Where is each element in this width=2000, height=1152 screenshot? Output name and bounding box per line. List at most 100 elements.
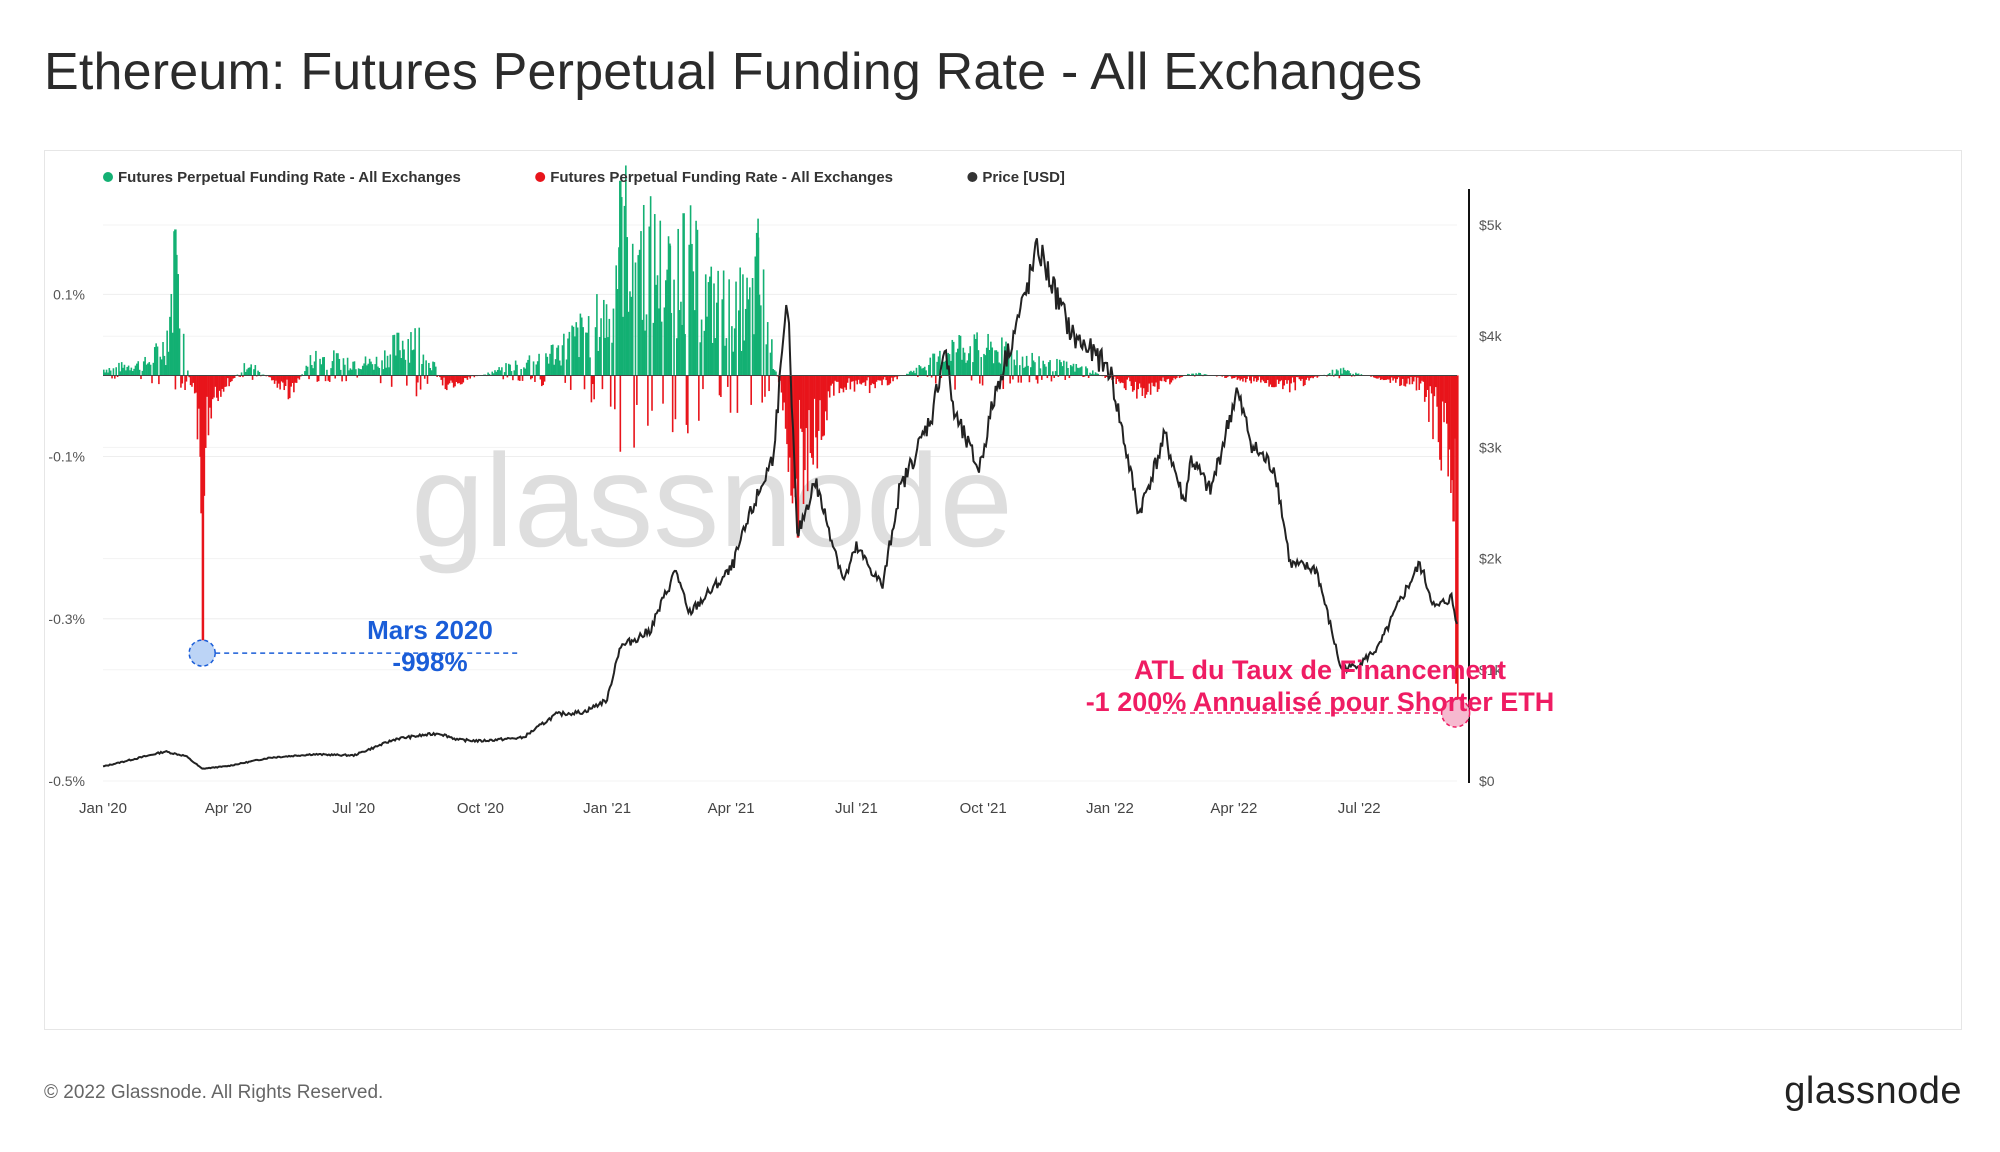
funding-bar xyxy=(308,375,310,380)
funding-bar xyxy=(618,247,620,376)
funding-bar xyxy=(419,375,422,390)
funding-bar xyxy=(740,350,743,376)
funding-bar xyxy=(892,375,894,382)
funding-bar xyxy=(191,375,193,387)
funding-bar xyxy=(695,220,697,376)
funding-bar xyxy=(291,375,294,383)
funding-bar xyxy=(312,368,314,376)
funding-bar xyxy=(103,369,105,376)
funding-bar xyxy=(732,351,735,376)
funding-bar xyxy=(203,375,206,496)
funding-bar xyxy=(626,237,629,376)
funding-bar xyxy=(243,363,246,376)
funding-bar xyxy=(178,328,181,376)
funding-bar xyxy=(929,357,932,376)
funding-rate-bars xyxy=(103,165,1459,714)
funding-bar xyxy=(582,327,584,376)
funding-bar xyxy=(1091,370,1094,376)
funding-bar xyxy=(750,375,752,405)
funding-spike-bar xyxy=(619,180,622,376)
funding-bar xyxy=(1377,375,1379,379)
funding-bar xyxy=(773,370,776,376)
funding-bar xyxy=(463,375,466,379)
funding-bar xyxy=(155,343,157,376)
funding-bar xyxy=(827,375,830,392)
funding-bar xyxy=(714,338,717,376)
funding-bar xyxy=(696,229,699,376)
funding-bar xyxy=(222,375,225,392)
funding-bar xyxy=(671,375,674,433)
funding-bar xyxy=(454,375,456,387)
funding-bar xyxy=(1083,375,1086,377)
funding-bar xyxy=(543,375,546,382)
funding-bar xyxy=(283,375,286,391)
funding-bar xyxy=(1149,375,1152,395)
funding-bar xyxy=(1009,375,1011,384)
funding-bar xyxy=(1450,375,1452,493)
funding-bar xyxy=(218,375,221,391)
funding-bar xyxy=(298,375,301,380)
funding-bar xyxy=(933,353,936,376)
funding-bar xyxy=(932,353,934,376)
funding-bar xyxy=(590,375,593,403)
funding-bar xyxy=(1441,375,1444,402)
funding-bar xyxy=(1355,372,1357,376)
funding-bar xyxy=(1349,373,1352,376)
funding-bar xyxy=(153,347,156,376)
funding-bar xyxy=(468,375,470,377)
funding-bar xyxy=(881,375,883,386)
funding-bar xyxy=(512,375,514,381)
price-line xyxy=(102,237,1458,770)
funding-bar xyxy=(1167,375,1170,379)
funding-bar xyxy=(269,375,272,378)
funding-bar xyxy=(597,350,600,376)
funding-bar xyxy=(1035,375,1038,380)
funding-bar xyxy=(1447,375,1449,477)
funding-bar xyxy=(1045,366,1047,376)
funding-bar xyxy=(1406,375,1408,384)
funding-bar xyxy=(498,367,500,376)
funding-bar xyxy=(412,349,415,376)
funding-bar xyxy=(831,375,834,384)
left-tick-label: -0.5% xyxy=(48,773,85,789)
funding-bar xyxy=(1310,375,1313,378)
funding-bar xyxy=(119,371,122,376)
funding-bar xyxy=(1407,375,1410,379)
annotation-value: -1 200% Annualisé pour Shorter ETH xyxy=(1086,687,1555,717)
funding-bar xyxy=(917,375,919,378)
funding-bar xyxy=(813,375,816,399)
funding-bar xyxy=(461,375,463,385)
funding-bar xyxy=(330,368,332,376)
funding-bar xyxy=(206,375,208,397)
funding-bar xyxy=(788,375,791,458)
funding-bar xyxy=(974,338,977,376)
funding-bar xyxy=(388,367,390,376)
funding-bar xyxy=(879,375,882,381)
funding-bar xyxy=(574,336,576,376)
funding-bar xyxy=(349,368,352,376)
funding-bar xyxy=(487,372,489,376)
funding-bar xyxy=(459,375,462,385)
funding-bar xyxy=(550,345,553,376)
funding-bar xyxy=(623,205,626,376)
funding-bar xyxy=(1393,375,1396,379)
funding-bar xyxy=(563,333,565,376)
funding-bar xyxy=(711,342,714,376)
funding-bar xyxy=(579,313,582,376)
annotation-title: Mars 2020 xyxy=(367,615,493,645)
funding-bar xyxy=(1148,375,1151,384)
funding-bar xyxy=(331,361,334,376)
funding-bar xyxy=(348,370,350,376)
funding-bar xyxy=(1060,362,1062,376)
funding-bar xyxy=(1253,375,1255,382)
funding-bar xyxy=(401,340,404,376)
funding-bar xyxy=(396,332,398,376)
funding-bar xyxy=(1338,375,1341,379)
funding-bar xyxy=(1444,375,1447,403)
funding-bar xyxy=(220,375,222,397)
funding-bar xyxy=(963,352,966,376)
funding-bar xyxy=(361,365,364,376)
funding-bar xyxy=(709,276,711,376)
funding-bar xyxy=(1002,375,1005,389)
funding-bar xyxy=(1439,375,1441,460)
